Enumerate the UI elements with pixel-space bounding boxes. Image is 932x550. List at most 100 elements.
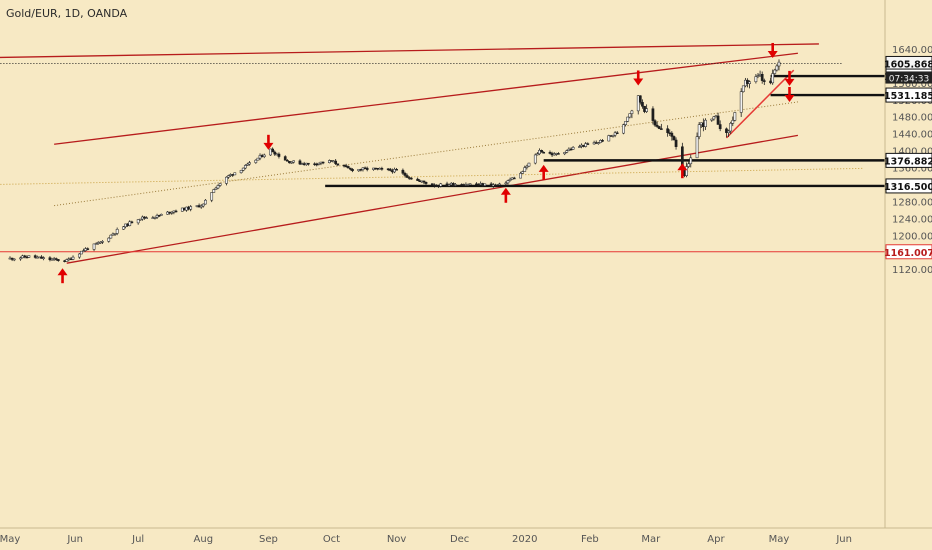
candle-down bbox=[540, 150, 543, 153]
candle-up bbox=[685, 166, 688, 176]
candle-up bbox=[109, 234, 113, 239]
countdown-box bbox=[886, 71, 932, 84]
y-tick-label: 1120.000 bbox=[892, 265, 932, 276]
candle-up bbox=[153, 217, 157, 219]
channel-lower-line bbox=[66, 134, 799, 264]
candle-up bbox=[199, 205, 203, 208]
candle-down bbox=[638, 95, 642, 103]
candle-up bbox=[92, 243, 96, 250]
y-tick-label: 1280.000 bbox=[892, 197, 932, 208]
candle-up bbox=[596, 142, 600, 144]
candle-up bbox=[645, 108, 648, 112]
candle-up bbox=[447, 184, 451, 187]
lower-dotted-line bbox=[0, 167, 864, 185]
candle-up bbox=[584, 143, 588, 147]
candle-up bbox=[233, 172, 237, 176]
arrow-head bbox=[57, 268, 68, 276]
candle-up bbox=[189, 206, 193, 210]
arrow-down bbox=[784, 86, 795, 102]
candle-down bbox=[716, 115, 720, 125]
candle-down bbox=[334, 160, 338, 165]
candle-up bbox=[622, 124, 625, 134]
candle-up bbox=[82, 250, 85, 252]
candle-up bbox=[27, 255, 31, 258]
price-label: 1605.868 bbox=[884, 55, 932, 71]
x-tick-label: May bbox=[769, 534, 790, 545]
arrow-down bbox=[633, 70, 644, 86]
candle-up bbox=[525, 165, 529, 168]
y-tick-label: 1480.000 bbox=[892, 113, 932, 124]
candle-down bbox=[33, 255, 37, 258]
candle-up bbox=[504, 182, 508, 185]
x-tick-label: Nov bbox=[387, 534, 407, 545]
candle-up bbox=[248, 162, 251, 165]
arrow-head bbox=[263, 142, 274, 150]
candle-up bbox=[454, 184, 457, 186]
candle-up bbox=[536, 153, 539, 156]
candle-up bbox=[687, 163, 691, 167]
x-tick-label: Oct bbox=[323, 534, 340, 545]
candle-up bbox=[710, 118, 714, 121]
candle-up bbox=[697, 124, 701, 137]
candle-up bbox=[771, 73, 775, 84]
candle-down bbox=[283, 156, 287, 161]
candle-up bbox=[77, 253, 81, 258]
y-tick-label: 1360.000 bbox=[892, 164, 932, 175]
candle-up bbox=[94, 243, 98, 245]
candle-down bbox=[512, 177, 516, 180]
arrow-head bbox=[767, 50, 778, 58]
candle-down bbox=[659, 128, 663, 130]
candle-up bbox=[241, 167, 245, 171]
x-tick-label: May bbox=[0, 534, 20, 545]
candle-down bbox=[344, 165, 348, 167]
candle-down bbox=[409, 177, 413, 180]
x-tick-label: Apr bbox=[707, 534, 725, 545]
arrow-down bbox=[784, 70, 795, 86]
candle-up bbox=[483, 183, 487, 186]
candle-up bbox=[256, 157, 260, 161]
candle-down bbox=[657, 126, 661, 129]
candle-up bbox=[754, 76, 758, 83]
candle-up bbox=[115, 229, 119, 234]
arrow-head bbox=[633, 78, 644, 86]
candle-down bbox=[56, 259, 60, 261]
price-label-text: 1605.868 bbox=[884, 59, 932, 70]
candle-down bbox=[277, 153, 281, 157]
chart-title: Gold/EUR, 1D, OANDA bbox=[6, 7, 128, 20]
candle-up bbox=[201, 203, 205, 207]
candle-up bbox=[571, 147, 575, 150]
x-tick-label: Jun bbox=[835, 534, 852, 545]
candle-up bbox=[107, 237, 111, 242]
candle-up bbox=[42, 257, 45, 259]
candle-up bbox=[521, 171, 525, 174]
price-label: 1376.882 bbox=[884, 152, 932, 168]
price-label: 1316.500 bbox=[884, 178, 932, 194]
candle-down bbox=[666, 128, 669, 134]
y-tick-label: 1400.000 bbox=[892, 147, 932, 158]
candle-up bbox=[773, 69, 777, 74]
candle-down bbox=[380, 168, 384, 170]
candle-down bbox=[336, 163, 340, 166]
candle-down bbox=[365, 167, 369, 170]
candle-up bbox=[243, 165, 247, 169]
candle-up bbox=[393, 169, 396, 173]
price-label-box bbox=[885, 178, 932, 194]
candle-down bbox=[548, 152, 552, 154]
y-tick-label: 1440.000 bbox=[892, 130, 932, 141]
candle-up bbox=[170, 212, 174, 214]
candle-down bbox=[351, 169, 354, 172]
candle-up bbox=[748, 81, 751, 84]
candle-up bbox=[578, 146, 581, 148]
candle-up bbox=[292, 160, 295, 163]
candle-up bbox=[113, 233, 117, 235]
candle-up bbox=[246, 163, 249, 166]
candle-up bbox=[626, 116, 630, 122]
candle-up bbox=[729, 123, 733, 132]
countdown-text: 07:34:33 bbox=[889, 74, 929, 84]
candle-up bbox=[468, 183, 472, 186]
candle-down bbox=[655, 124, 659, 127]
plot-area bbox=[0, 42, 885, 284]
candle-down bbox=[601, 140, 604, 142]
candle-up bbox=[624, 121, 627, 125]
